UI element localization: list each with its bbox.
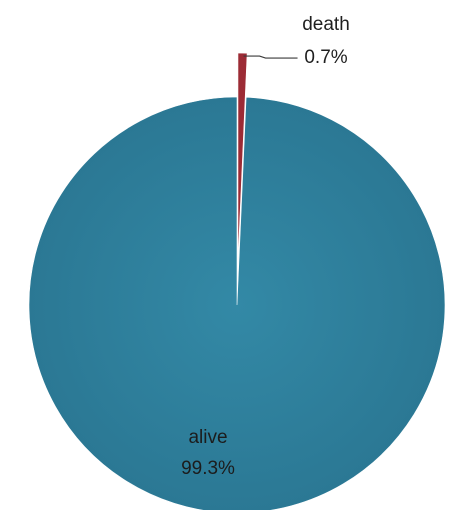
leader-lines bbox=[243, 55, 298, 59]
pie-slice-death bbox=[237, 52, 248, 262]
pie-labels: death 0.7% alive 99.3% bbox=[181, 14, 350, 479]
slice-value-alive: 99.3% bbox=[181, 458, 235, 479]
pie-slices bbox=[28, 52, 446, 510]
pie-slice-alive bbox=[28, 96, 446, 510]
slice-value-death: 0.7% bbox=[304, 47, 347, 68]
slice-label-death: death bbox=[302, 14, 350, 35]
slice-label-alive: alive bbox=[188, 427, 227, 448]
leader-line-death bbox=[243, 55, 298, 59]
